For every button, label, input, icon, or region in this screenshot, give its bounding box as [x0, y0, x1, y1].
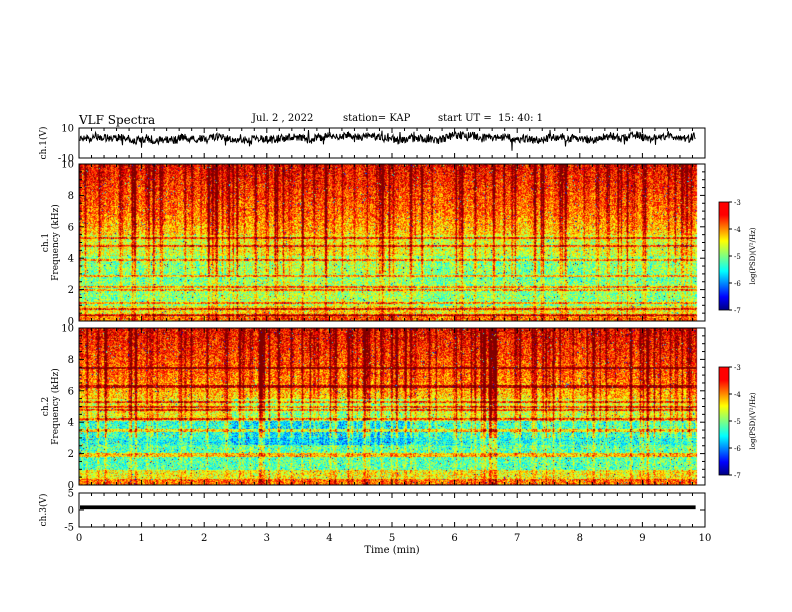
ch3-wave-frame — [78, 492, 706, 528]
colorbar-tick-label: -5 — [734, 418, 741, 426]
y-tick-label: 10 — [61, 160, 74, 171]
y-tick-label: 8 — [68, 355, 74, 366]
colorbar-tick-label: -4 — [734, 391, 741, 399]
x-tick-label: 8 — [577, 533, 583, 544]
y-tick-label: 0 — [68, 506, 74, 517]
ch1-waveform-trace — [79, 129, 696, 151]
station-label: station= KAP — [343, 113, 411, 124]
date-label: Jul. 2 , 2022 — [252, 113, 314, 124]
y-tick-label: 2 — [68, 449, 74, 460]
x-tick-label: 10 — [699, 533, 712, 544]
ch2-spectrogram-ylabel-line1: ch.2 — [41, 397, 51, 416]
colorbar-tick-label: -6 — [734, 445, 741, 453]
y-tick-label: 6 — [68, 222, 74, 233]
ch1-spectrogram-ylabel-line2: Frequency (kHz) — [50, 204, 61, 281]
ch1-spectrogram-image — [79, 164, 705, 321]
ch1-wave-ylabel: ch.1(V) — [38, 127, 49, 160]
ch3-wave-ylabel: ch.3(V) — [38, 494, 49, 527]
colorbar-tick-label: -6 — [734, 280, 741, 288]
x-tick-label: 3 — [264, 533, 270, 544]
y-tick-label: 8 — [68, 191, 74, 202]
colorbar-tick-label: -7 — [734, 472, 741, 480]
colorbar-tick-label: -3 — [734, 364, 741, 372]
ch1-spectrogram-colorbar-label: log(PSD)(V²/Hz) — [749, 227, 757, 284]
ch2-spectrogram-ylabel-line2: Frequency (kHz) — [50, 368, 61, 445]
y-tick-label: -5 — [64, 523, 74, 534]
colorbar-tick-label: -4 — [734, 226, 741, 234]
y-tick-label: -10 — [58, 154, 74, 165]
y-tick-label: 10 — [61, 124, 74, 135]
x-tick-label: 7 — [514, 533, 520, 544]
x-tick-label: 0 — [76, 533, 82, 544]
x-axis-label: Time (min) — [364, 545, 419, 556]
y-tick-label: 0 — [68, 481, 74, 492]
ch2-spectrogram-colorbar-label: log(PSD)(V²/Hz) — [749, 392, 757, 449]
colorbar-tick-label: -3 — [734, 199, 741, 207]
ch1-spectrogram-ylabel-line1: ch.1 — [41, 233, 51, 252]
x-tick-label: 2 — [201, 533, 207, 544]
x-tick-label: 6 — [451, 533, 457, 544]
start-time-label: start UT = 15: 40: 1 — [438, 113, 544, 124]
ch2-spectrogram-colorbar — [718, 366, 730, 476]
y-tick-label: 4 — [68, 254, 74, 265]
x-tick-label: 9 — [639, 533, 645, 544]
y-tick-label: 5 — [68, 489, 74, 500]
y-tick-label: 10 — [61, 324, 74, 335]
ch2-spectrogram-image — [79, 328, 705, 485]
colorbar-tick-label: -5 — [734, 253, 741, 261]
ch1-spectrogram-colorbar — [718, 201, 730, 311]
ch3-waveform-band — [80, 505, 696, 510]
x-tick-label: 5 — [389, 533, 395, 544]
y-tick-label: 2 — [68, 285, 74, 296]
colorbar-tick-label: -7 — [734, 307, 741, 315]
x-tick-label: 1 — [138, 533, 144, 544]
y-tick-label: 6 — [68, 386, 74, 397]
x-tick-label: 4 — [326, 533, 332, 544]
figure-title: VLF Spectra — [79, 113, 156, 127]
y-tick-label: 4 — [68, 418, 74, 429]
y-tick-label: 0 — [68, 317, 74, 328]
